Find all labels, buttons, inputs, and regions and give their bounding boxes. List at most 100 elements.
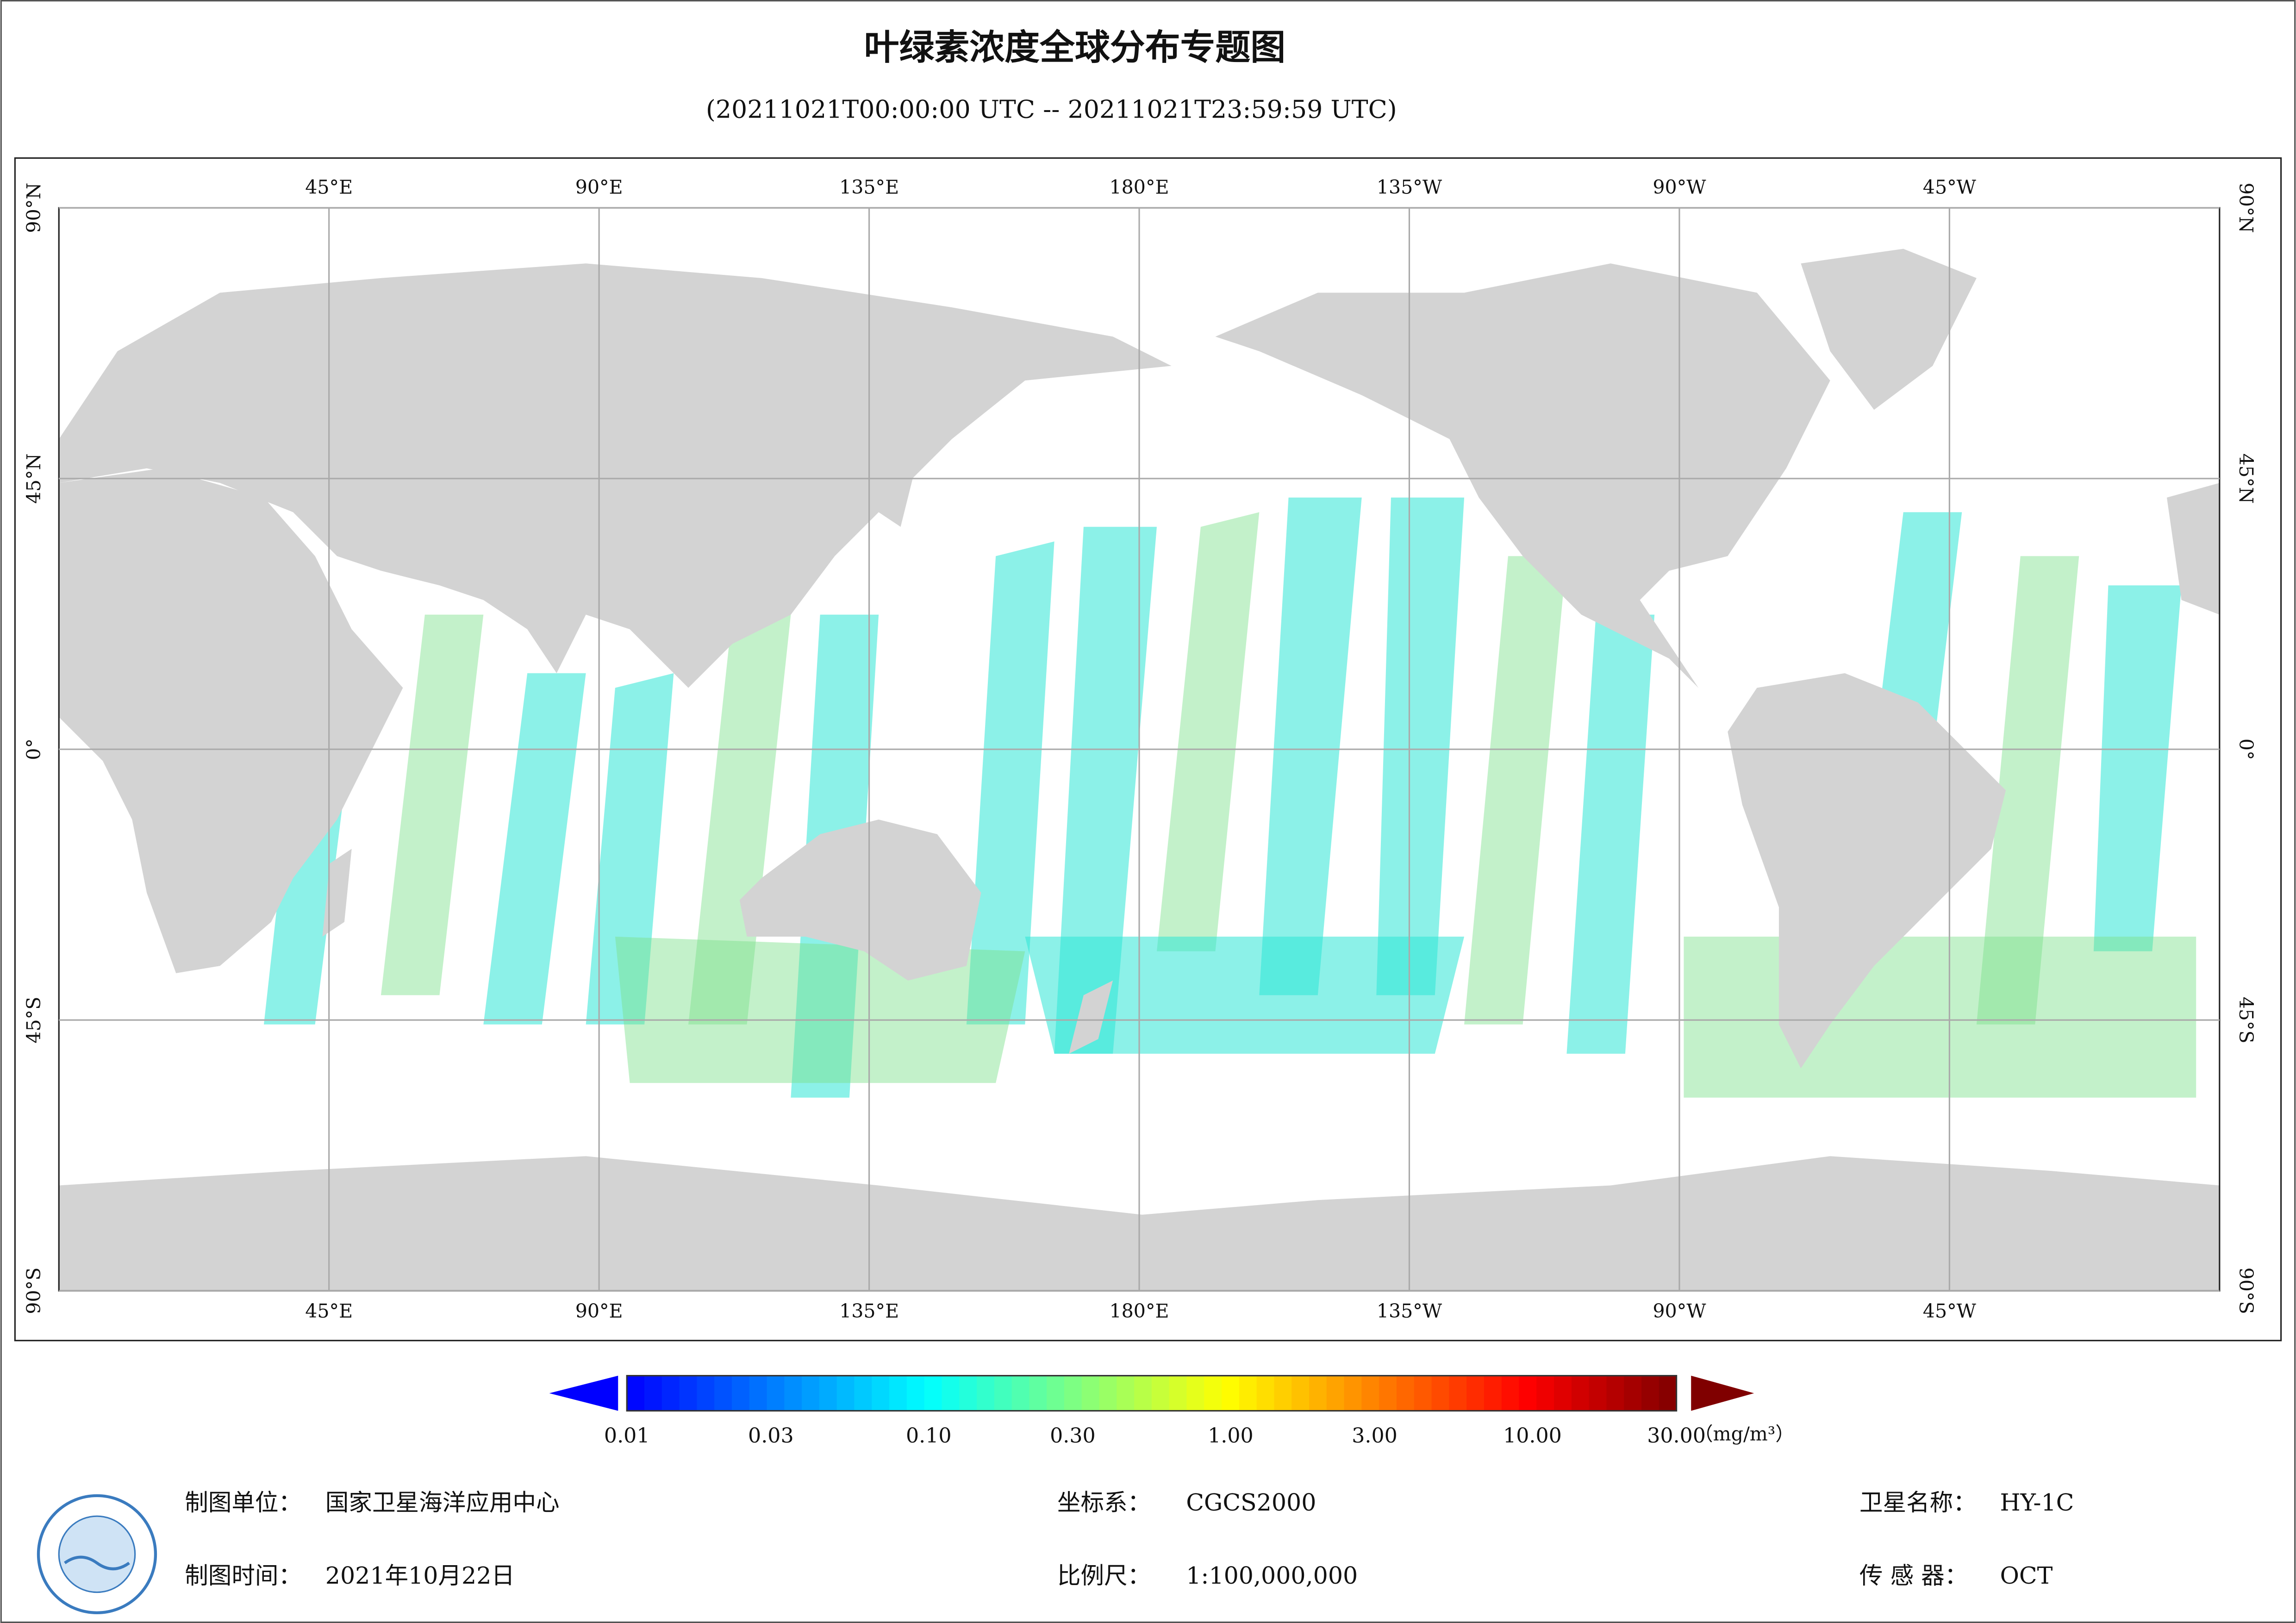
colorbar-cell — [1134, 1375, 1153, 1411]
lat-label: 90°N — [2235, 183, 2257, 233]
colorbar-cell — [1396, 1375, 1415, 1411]
colorbar-cell — [731, 1375, 750, 1411]
colorbar-cell — [802, 1375, 820, 1411]
colorbar-cell — [854, 1375, 873, 1411]
colorbar-cell — [1344, 1375, 1362, 1411]
footer-label: 比例尺： — [1057, 1562, 1151, 1589]
colorbar-cell — [1256, 1375, 1275, 1411]
logo-globe — [58, 1515, 136, 1593]
colorbar-tick-label: 1.00 — [1208, 1424, 1254, 1448]
footer-value: CGCS2000 — [1186, 1489, 1316, 1516]
colorbar-cell — [924, 1375, 942, 1411]
lon-label: 135°W — [1377, 176, 1442, 198]
colorbar-tick-label: 0.01 — [604, 1424, 650, 1448]
colorbar-cell — [1029, 1375, 1048, 1411]
lon-label: 90°W — [1653, 176, 1706, 198]
footer-value: 国家卫星海洋应用中心 — [325, 1489, 560, 1516]
footer-value: OCT — [2000, 1562, 2053, 1589]
colorbar-cell — [1274, 1375, 1292, 1411]
footer-value: HY-1C — [2000, 1489, 2074, 1516]
lon-label: 45°W — [1923, 1300, 1977, 1322]
colorbar-cell — [1222, 1375, 1240, 1411]
colorbar-cell — [1117, 1375, 1135, 1411]
colorbar-cell — [1047, 1375, 1065, 1411]
colorbar-cell — [1239, 1375, 1257, 1411]
colorbar-high-arrow — [1691, 1375, 1754, 1411]
footer-value: 1:100,000,000 — [1186, 1562, 1358, 1589]
footer-value: 2021年10月22日 — [325, 1562, 515, 1589]
colorbar-cell — [1186, 1375, 1205, 1411]
lat-label: 0° — [23, 739, 45, 760]
map-frame — [14, 157, 2282, 1342]
colorbar-cell — [1099, 1375, 1117, 1411]
colorbar-cell — [819, 1375, 837, 1411]
lat-label: 45°S — [2235, 997, 2257, 1044]
lat-label: 45°S — [23, 997, 45, 1044]
lon-label: 90°W — [1653, 1300, 1706, 1322]
colorbar-tick-label: 0.30 — [1050, 1424, 1096, 1448]
colorbar-cell — [1326, 1375, 1345, 1411]
lat-label: 0° — [2235, 739, 2257, 760]
colorbar-cell — [872, 1375, 890, 1411]
logo-wave — [64, 1555, 130, 1571]
colorbar-cell — [836, 1375, 855, 1411]
colorbar-cell — [889, 1375, 908, 1411]
colorbar-cell — [977, 1375, 995, 1411]
colorbar-cell — [1484, 1375, 1502, 1411]
colorbar-cell — [1501, 1375, 1520, 1411]
colorbar-cell — [1169, 1375, 1187, 1411]
colorbar-cell — [1536, 1375, 1555, 1411]
lon-label: 45°E — [305, 176, 353, 198]
colorbar-cell — [959, 1375, 978, 1411]
lon-label: 180°E — [1110, 176, 1169, 198]
colorbar-cell — [1606, 1375, 1625, 1411]
colorbar-cell — [714, 1375, 733, 1411]
subtitle: (20211021T00:00:00 UTC -- 20211021T23:59… — [706, 94, 1397, 124]
colorbar-cell — [1414, 1375, 1432, 1411]
logo — [37, 1494, 157, 1615]
colorbar-cell — [906, 1375, 925, 1411]
lat-label: 45°N — [2235, 454, 2257, 504]
colorbar-cell — [627, 1375, 645, 1411]
lon-label: 180°E — [1110, 1300, 1169, 1322]
colorbar-cell — [1309, 1375, 1328, 1411]
colorbar-low-arrow — [549, 1375, 618, 1411]
colorbar-cell — [1519, 1375, 1537, 1411]
colorbar-cell — [1064, 1375, 1083, 1411]
colorbar-cell — [942, 1375, 960, 1411]
lon-label: 135°E — [839, 176, 899, 198]
title: 叶绿素浓度全球分布专题图 — [864, 27, 1286, 68]
colorbar-tick-label: 3.00 — [1352, 1424, 1398, 1448]
colorbar-cell — [784, 1375, 803, 1411]
colorbar-cell — [1466, 1375, 1485, 1411]
lat-label: 45°N — [23, 454, 45, 504]
lon-label: 90°E — [575, 1300, 623, 1322]
colorbar-cell — [1659, 1375, 1677, 1411]
colorbar-cell — [697, 1375, 715, 1411]
lat-label: 90°S — [23, 1268, 45, 1314]
lon-label: 45°E — [305, 1300, 353, 1322]
colorbar-cell — [1431, 1375, 1450, 1411]
footer-label: 制图单位： — [185, 1489, 302, 1516]
footer-label: 制图时间： — [185, 1562, 302, 1589]
colorbar-cell — [1361, 1375, 1380, 1411]
colorbar-cell — [1449, 1375, 1467, 1411]
footer-label: 卫星名称： — [1859, 1489, 1977, 1516]
lon-label: 135°W — [1377, 1300, 1442, 1322]
lon-label: 135°E — [839, 1300, 899, 1322]
colorbar-cell — [1554, 1375, 1572, 1411]
colorbar-cell — [749, 1375, 767, 1411]
colorbar-cell — [1292, 1375, 1310, 1411]
colorbar-cell — [1151, 1375, 1170, 1411]
colorbar-cell — [1379, 1375, 1398, 1411]
colorbar-unit: （mg/m³） — [1694, 1423, 1795, 1445]
colorbar-cell — [1204, 1375, 1223, 1411]
colorbar-cell — [767, 1375, 785, 1411]
colorbar-tick-label: 30.00 — [1647, 1424, 1706, 1448]
lat-label: 90°N — [23, 183, 45, 233]
colorbar-cell — [661, 1375, 680, 1411]
colorbar-tick-label: 10.00 — [1503, 1424, 1562, 1448]
lon-label: 45°W — [1923, 176, 1977, 198]
colorbar-tick-label: 0.10 — [906, 1424, 952, 1448]
